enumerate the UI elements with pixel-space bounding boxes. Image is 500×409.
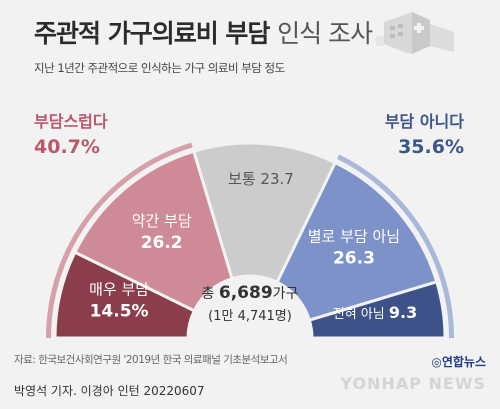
burden-summary: 부담스럽다 40.7% — [34, 108, 108, 158]
slice-5-label: 전혀 아님 9.3 — [333, 303, 417, 322]
title-bold: 주관적 가구의료비 부담 — [34, 19, 270, 48]
slice-3 — [191, 141, 338, 285]
burden-summary-label: 부담스럽다 — [34, 112, 108, 131]
subtitle: 지난 1년간 주관적으로 인식하는 가구 의료비 부담 정도 — [34, 61, 285, 75]
title-rest: 인식 조사 — [277, 19, 373, 48]
center-total: 총 6,689가구 (1만 4,741명) — [202, 283, 299, 324]
no-burden-summary: 부담 아니다 35.6% — [385, 108, 464, 158]
center-total-prefix: 총 — [201, 286, 215, 302]
center-total-unit: 가구 — [272, 286, 299, 302]
slice-5 — [307, 279, 447, 340]
burden-summary-value: 40.7% — [34, 136, 100, 158]
no-burden-summary-value: 35.6% — [398, 136, 464, 158]
slice-2-value: 26.2 — [141, 233, 183, 253]
source-note: 자료: 한국보건사회연구원 '2019년 한국 의료패널 기초분석보고서 — [14, 354, 288, 366]
group-arc-burden — [46, 142, 193, 338]
slice-2 — [72, 149, 235, 313]
slice-4-value: 26.3 — [333, 249, 375, 269]
center-total-value: 6,689 — [218, 283, 273, 303]
slice-2-name: 약간 부담 — [132, 212, 192, 230]
slice-4 — [275, 160, 439, 323]
slice-3-label: 보통 23.7 — [228, 170, 294, 188]
group-arcs — [46, 142, 454, 338]
chart-slices — [53, 141, 447, 340]
center-weighted: (1만 4,741명) — [208, 309, 292, 324]
slice-1-value: 14.5% — [90, 302, 149, 322]
chart-slice-labels: 매우 부담 14.5% 약간 부담 26.2 보통 23.7 별로 부담 아님 26.3 전혀… — [89, 170, 417, 322]
slice-1-name: 매우 부담 — [89, 281, 149, 299]
logo: ◎연합뉴스 YONHAP NEWS — [340, 353, 486, 393]
brand-logo: ◎연합뉴스 — [431, 355, 486, 369]
hospital-icon — [374, 12, 454, 54]
group-arc-no-burden — [336, 154, 454, 338]
no-burden-summary-label: 부담 아니다 — [384, 112, 464, 131]
page-title: 주관적 가구의료비 부담 인식 조사 — [34, 14, 373, 50]
brand-logo-en: YONHAP NEWS — [340, 374, 486, 393]
credit-line: 박영석 기자. 이경아 인턴 20220607 — [14, 384, 205, 398]
slice-4-name: 별로 부담 아님 — [308, 228, 400, 246]
